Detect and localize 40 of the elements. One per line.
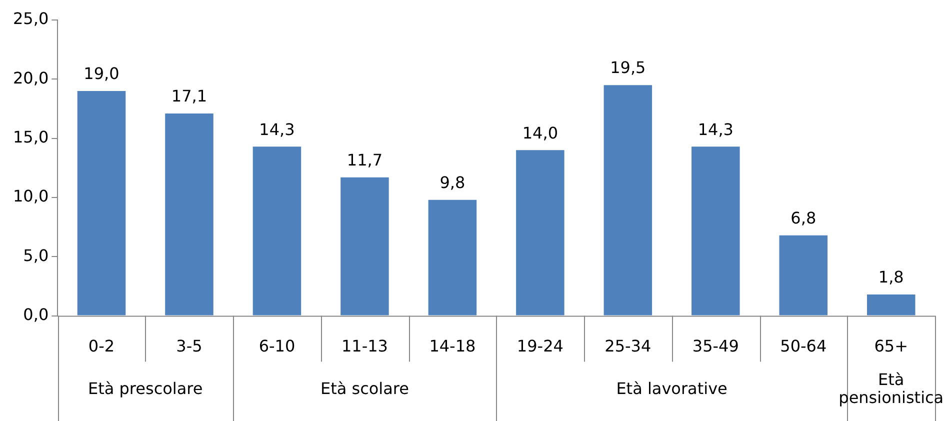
x-tick-label: 35-49 <box>692 336 739 356</box>
x-tick-label: 11-13 <box>341 336 388 356</box>
x-tick-label: 0-2 <box>88 336 115 356</box>
data-label: 6,8 <box>790 208 816 228</box>
bar <box>428 200 477 316</box>
y-tick-label: 15,0 <box>13 127 49 146</box>
data-label: 17,1 <box>171 86 208 106</box>
bar <box>692 146 740 316</box>
text: Età lavorative <box>616 378 728 398</box>
data-label: 9,8 <box>440 173 466 192</box>
y-tick-label: 0,0 <box>23 304 49 324</box>
bar <box>340 177 389 316</box>
x-tick-label: 14-18 <box>429 336 476 356</box>
data-label: 19,0 <box>84 64 120 84</box>
bar <box>867 294 916 316</box>
text: Età scolare <box>320 378 409 398</box>
bar <box>165 113 214 316</box>
data-label: 19,5 <box>610 58 646 78</box>
data-label: 11,7 <box>346 150 383 170</box>
y-tick-label: 10,0 <box>13 186 49 206</box>
bar <box>252 146 302 316</box>
x-tick-label: 25-34 <box>604 336 652 356</box>
data-label: 14,3 <box>259 120 295 139</box>
bar <box>779 235 828 316</box>
y-tick-label: 20,0 <box>13 68 49 88</box>
x-tick-label: 19-24 <box>516 336 564 356</box>
data-label: 14,3 <box>698 120 734 139</box>
text: Età prescolare <box>88 378 203 398</box>
bar <box>516 150 564 316</box>
y-tick-label: 25,0 <box>13 9 49 28</box>
x-tick-label: 6-10 <box>258 336 296 356</box>
x-tick-label: 3-5 <box>176 336 202 356</box>
x-tick-label: 50-64 <box>780 336 827 356</box>
bar <box>77 90 126 316</box>
y-tick-label: 5,0 <box>23 246 49 265</box>
data-label: 14,0 <box>522 123 558 142</box>
x-tick-label: 65+ <box>874 336 908 356</box>
data-label: 1,8 <box>878 268 904 287</box>
text: Età pensionistica <box>838 370 944 407</box>
bar <box>604 85 652 316</box>
